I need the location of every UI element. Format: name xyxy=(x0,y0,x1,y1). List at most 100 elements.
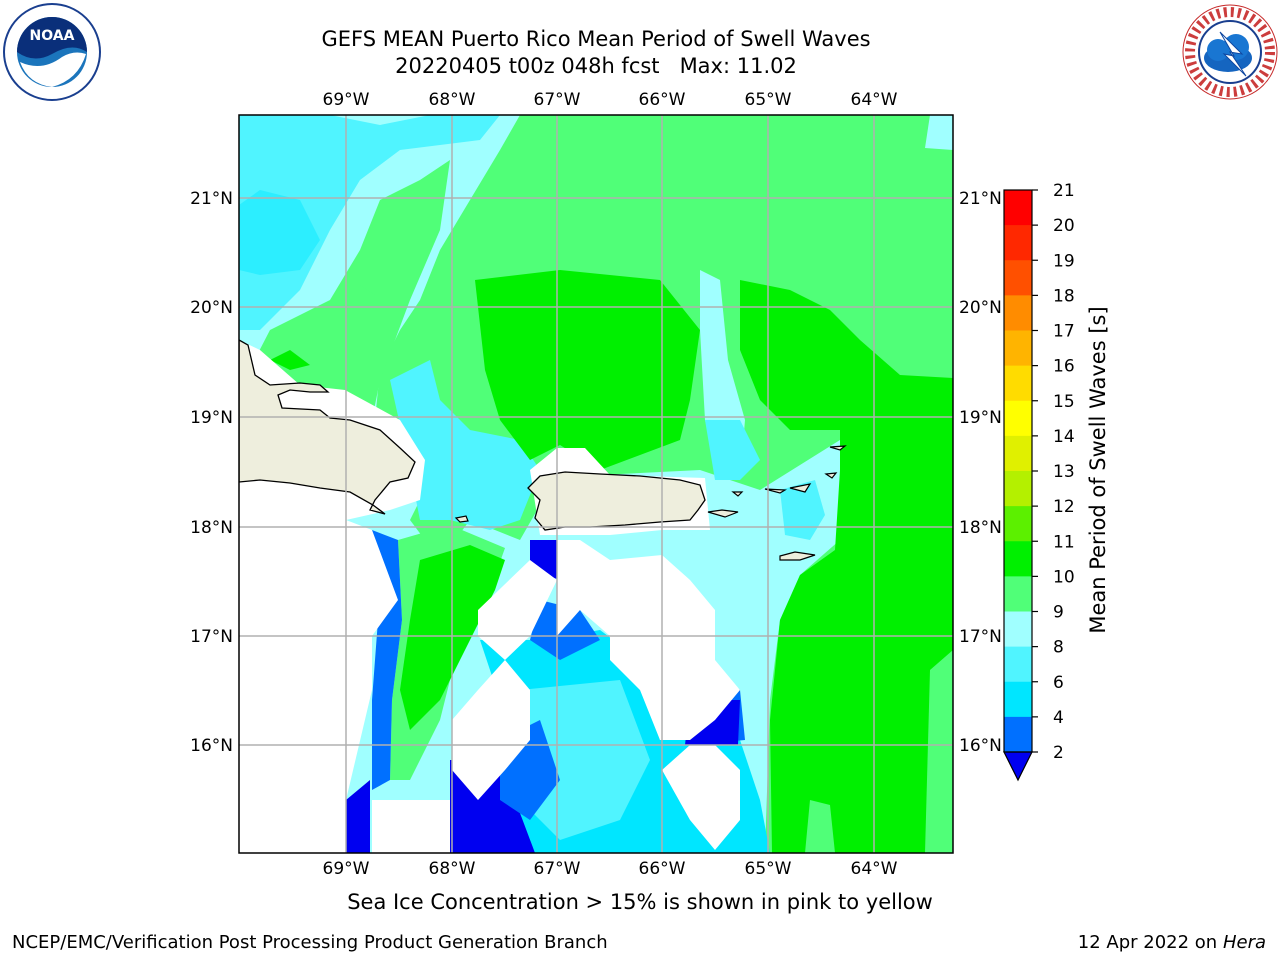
lon-labels-top: 69°W 68°W 67°W 66°W 65°W 64°W xyxy=(323,90,898,110)
lon-label-bottom: 66°W xyxy=(639,859,686,879)
hispaniola-land xyxy=(239,339,416,515)
colorbar-segment xyxy=(1004,541,1032,577)
field-6-8-mona xyxy=(390,360,540,530)
colorbar-segment xyxy=(1004,400,1032,437)
chart-title: GEFS MEAN Puerto Rico Mean Period of Swe… xyxy=(0,26,1192,80)
title-line-1: GEFS MEAN Puerto Rico Mean Period of Swe… xyxy=(321,27,871,51)
nodata-mid-2 xyxy=(452,660,530,800)
nws-logo xyxy=(1180,2,1280,106)
colorbar-tick-label: 20 xyxy=(1053,216,1075,236)
title-line-2: 20220405 t00z 048h fcst Max: 11.02 xyxy=(395,54,797,78)
colorbar-label: Mean Period of Swell Waves [s] xyxy=(1086,306,1110,633)
field-2-4-mid xyxy=(530,600,600,660)
lat-label-left: 18°N xyxy=(190,518,233,538)
nodata-center xyxy=(557,540,740,740)
colorbar-segment xyxy=(1004,646,1032,683)
credit-host: Hera xyxy=(1222,932,1266,953)
colorbar-tick-label: 10 xyxy=(1053,567,1075,587)
lon-label-bottom: 65°W xyxy=(745,859,792,879)
lon-label-bottom: 68°W xyxy=(429,859,476,879)
colorbar-tick-label: 8 xyxy=(1053,638,1064,658)
colorbar-segment xyxy=(1004,716,1032,753)
colorbar-segment xyxy=(1004,225,1032,261)
credit-date: 12 Apr 2022 on Hera xyxy=(1078,932,1266,953)
colorbar-tick-label: 13 xyxy=(1053,462,1075,482)
lon-label-top: 65°W xyxy=(745,90,792,110)
st-thomas-land xyxy=(764,488,788,494)
virgin-gorda-land xyxy=(824,472,838,479)
lon-label-top: 64°W xyxy=(851,90,898,110)
nodata-west xyxy=(239,520,398,853)
colorbar-segment xyxy=(1004,576,1032,612)
lat-label-left: 17°N xyxy=(190,627,233,647)
field-9-10-se xyxy=(925,650,953,853)
colorbar-tick-label: 14 xyxy=(1053,427,1075,447)
colorbar-tick-label: 16 xyxy=(1053,357,1075,377)
lon-label-top: 67°W xyxy=(534,90,581,110)
st-croix-land xyxy=(779,551,816,561)
colorbar-segment xyxy=(1004,471,1032,507)
puerto-rico-land xyxy=(527,471,706,531)
colorbar-segment xyxy=(1004,190,1032,226)
field-10-11-east xyxy=(740,280,953,853)
credit-branch: NCEP/EMC/Verification Post Processing Pr… xyxy=(12,932,608,953)
field-9-10-s xyxy=(805,800,835,853)
noaa-logo: NOAA xyxy=(2,2,102,106)
tortola-land xyxy=(789,483,812,493)
colorbar-segment xyxy=(1004,260,1032,296)
field-9-10-spot xyxy=(360,265,390,295)
lon-label-bottom: 69°W xyxy=(323,859,370,879)
colorbar-segment xyxy=(1004,611,1032,648)
colorbar-tick-label: 12 xyxy=(1053,497,1075,517)
field-6-8-pr-e xyxy=(705,420,760,480)
colorbar-tick-label: 18 xyxy=(1053,286,1075,306)
field-6-8-vi xyxy=(780,480,825,540)
lat-label-right: 17°N xyxy=(959,627,1002,647)
lat-label-left: 16°N xyxy=(190,736,233,756)
field-8-9-ne xyxy=(925,115,953,150)
colorbar-tick-label: 11 xyxy=(1053,532,1075,552)
swell-period-field xyxy=(239,115,953,853)
colorbar xyxy=(1003,189,1033,782)
lat-label-left: 20°N xyxy=(190,298,233,318)
lat-label-right: 16°N xyxy=(959,736,1002,756)
nodata-southwest xyxy=(372,800,450,853)
colorbar-segment xyxy=(1004,295,1032,331)
colorbar-tick-label: 15 xyxy=(1053,392,1075,412)
culebra-land xyxy=(731,491,744,497)
colorbar-tick-label: 21 xyxy=(1053,181,1075,201)
lon-label-bottom: 67°W xyxy=(534,859,581,879)
colorbar-tick-label: 19 xyxy=(1053,251,1075,271)
lon-label-top: 69°W xyxy=(323,90,370,110)
colorbar-segment xyxy=(1004,330,1032,367)
noaa-logo-text: NOAA xyxy=(30,28,75,44)
colorbar-extend-min xyxy=(1003,751,1033,782)
lat-labels-left: 21°N 20°N 19°N 18°N 17°N 16°N xyxy=(190,189,233,756)
colorbar-segment xyxy=(1004,365,1032,402)
field-6-8-south xyxy=(520,680,650,840)
lat-labels-right: 21°N 20°N 19°N 18°N 17°N 16°N xyxy=(959,189,1002,756)
credit-date-text: 12 Apr 2022 on xyxy=(1077,932,1223,953)
map-frame xyxy=(238,114,954,854)
sea-ice-footnote: Sea Ice Concentration > 15% is shown in … xyxy=(347,890,933,914)
colorbar-segment xyxy=(1004,435,1032,472)
field-6-8-nw xyxy=(239,115,500,330)
lat-label-right: 19°N xyxy=(959,408,1002,428)
colorbar-tick-label: 2 xyxy=(1053,743,1064,763)
lat-label-right: 21°N xyxy=(959,189,1002,209)
nodata-mid-1 xyxy=(478,560,557,660)
lon-label-top: 66°W xyxy=(639,90,686,110)
lat-label-right: 20°N xyxy=(959,298,1002,318)
lon-label-bottom: 64°W xyxy=(851,859,898,879)
colorbar-segment xyxy=(1004,506,1032,542)
lat-label-left: 21°N xyxy=(190,189,233,209)
colorbar-tick-label: 6 xyxy=(1053,673,1064,693)
colorbar-tick-label: 17 xyxy=(1053,322,1075,342)
anegada-land xyxy=(829,445,847,451)
lon-label-top: 68°W xyxy=(429,90,476,110)
graticule xyxy=(239,115,953,853)
lat-label-right: 18°N xyxy=(959,518,1002,538)
lat-label-left: 19°N xyxy=(190,408,233,428)
